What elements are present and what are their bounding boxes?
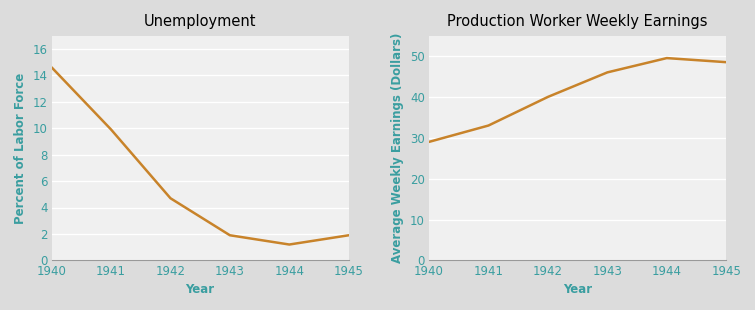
X-axis label: Year: Year	[563, 283, 592, 296]
Y-axis label: Average Weekly Earnings (Dollars): Average Weekly Earnings (Dollars)	[391, 33, 405, 263]
X-axis label: Year: Year	[186, 283, 214, 296]
Title: Unemployment: Unemployment	[144, 14, 257, 29]
Title: Production Worker Weekly Earnings: Production Worker Weekly Earnings	[448, 14, 708, 29]
Y-axis label: Percent of Labor Force: Percent of Labor Force	[14, 72, 27, 224]
